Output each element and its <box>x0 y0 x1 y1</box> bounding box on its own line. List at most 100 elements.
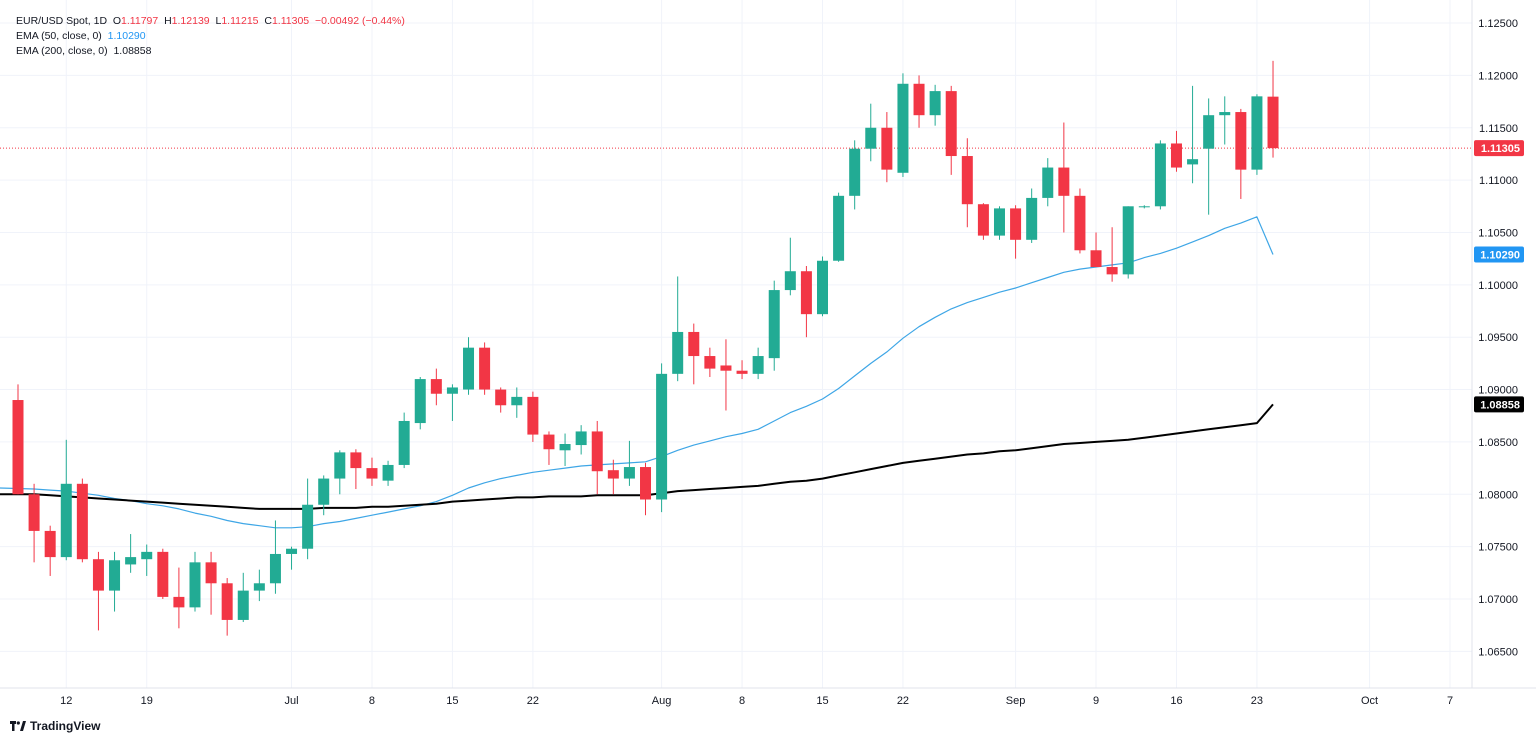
candle-body <box>125 557 137 565</box>
candle-body <box>382 464 394 481</box>
price-tags: 1.11305 1.10290 1.08858 <box>1474 140 1524 413</box>
candle-body <box>205 562 217 584</box>
candle-body <box>1026 197 1038 240</box>
candle <box>398 412 410 469</box>
candle <box>1187 85 1199 184</box>
candle-body <box>993 208 1005 236</box>
candle-body <box>1074 195 1086 251</box>
candle <box>1026 188 1038 243</box>
candle <box>334 450 346 495</box>
candle <box>704 347 716 377</box>
candle <box>269 520 281 594</box>
ema-lines <box>0 216 1274 529</box>
tradingview-logo[interactable]: TradingView <box>10 719 100 733</box>
candle <box>430 368 442 406</box>
tradingview-logo-icon <box>10 721 26 731</box>
candle <box>28 483 40 563</box>
candle-body <box>720 365 732 371</box>
high-value: 1.12139 <box>171 15 210 27</box>
candle <box>141 544 153 576</box>
candle <box>1074 188 1086 254</box>
candle-body <box>1219 112 1231 116</box>
candle-body <box>1187 159 1199 165</box>
candle-body <box>1058 167 1070 196</box>
time-tick-label: 23 <box>1251 695 1263 707</box>
candle-body <box>350 452 362 469</box>
price-tick-label: 1.09500 <box>1478 332 1518 344</box>
time-tick-label: 15 <box>446 695 458 707</box>
candle-body <box>945 91 957 157</box>
time-tick-label: 8 <box>369 695 375 707</box>
price-tick-label: 1.09000 <box>1478 385 1518 397</box>
time-tick-label: 12 <box>60 695 72 707</box>
ema200-line <box>0 403 1274 510</box>
candle <box>768 280 780 371</box>
legend-ema200-row[interactable]: EMA (200, close, 0) 1.08858 <box>16 44 405 59</box>
ema200-price-tag: 1.08858 <box>1474 396 1524 413</box>
candle-body <box>977 204 989 236</box>
ema50-line <box>0 216 1274 529</box>
candle <box>607 459 619 495</box>
candle <box>1267 60 1279 158</box>
candle <box>1138 205 1150 209</box>
candle <box>109 551 121 612</box>
candle <box>865 103 877 162</box>
chart-legend: EUR/USD Spot, 1D O1.11797 H1.12139 L1.11… <box>16 14 405 59</box>
candle <box>543 431 555 465</box>
candle <box>173 567 185 629</box>
candle <box>881 112 893 183</box>
candle <box>60 439 72 561</box>
candle-body <box>865 127 877 149</box>
ema50-label: EMA (50, close, 0) <box>16 30 102 42</box>
price-axis-labels: 1.12500 1.12000 1.11500 1.11000 1.10500 1.100… <box>1478 18 1518 658</box>
time-tick-label: 7 <box>1447 695 1453 707</box>
close-label: C <box>264 15 272 27</box>
candle-body <box>318 478 330 505</box>
candle-body <box>109 560 121 591</box>
candle-body <box>495 389 507 406</box>
candle-body <box>1042 167 1054 198</box>
low-value: 1.11215 <box>221 15 259 27</box>
price-tick-label: 1.08000 <box>1478 489 1518 501</box>
candle <box>237 572 249 623</box>
candle-body <box>1267 96 1279 149</box>
candle-body <box>784 271 796 291</box>
candle-body <box>511 396 523 406</box>
candle-body <box>44 530 56 558</box>
close-value: 1.11305 <box>271 15 310 27</box>
candle-body <box>1251 96 1263 170</box>
candle <box>1042 158 1054 207</box>
candle <box>350 449 362 490</box>
candle-body <box>736 370 748 374</box>
candle-body <box>817 260 828 315</box>
time-tick-label: Oct <box>1361 695 1378 707</box>
legend-ema50-row[interactable]: EMA (50, close, 0) 1.10290 <box>16 29 405 44</box>
price-tick-label: 1.10500 <box>1478 227 1518 239</box>
candle-body <box>414 379 426 424</box>
candle <box>125 534 137 573</box>
ema200-label: EMA (200, close, 0) <box>16 45 108 57</box>
price-tick-label: 1.07500 <box>1478 542 1518 554</box>
candle-body <box>76 483 88 560</box>
time-axis-labels: 12 19 Jul 8 15 22 Aug 8 15 22 Sep 9 16 23 Oct 7 <box>60 695 1453 707</box>
candle-body <box>961 156 973 205</box>
open-value: 1.11797 <box>121 15 159 27</box>
candle-body <box>463 347 475 390</box>
candle <box>640 462 652 516</box>
symbol-label[interactable]: EUR/USD Spot, 1D <box>16 15 108 27</box>
candle <box>527 391 539 442</box>
candle-body <box>704 356 716 369</box>
candle-body <box>286 548 298 554</box>
candle-body <box>543 434 555 450</box>
time-tick-label: 16 <box>1170 695 1182 707</box>
candle-body <box>640 467 652 500</box>
candle <box>44 525 56 576</box>
candle-body <box>1203 115 1215 149</box>
candle <box>688 323 700 385</box>
candle-body <box>559 444 571 451</box>
candle <box>1251 94 1263 175</box>
candle <box>189 551 201 612</box>
candle-body <box>897 83 909 173</box>
ema50-price-tag: 1.10290 <box>1474 246 1524 263</box>
